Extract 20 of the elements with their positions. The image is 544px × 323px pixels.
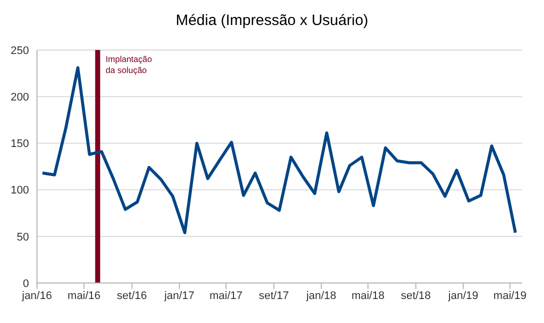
x-tick-label: mai/19 (493, 290, 526, 302)
line-series (40, 66, 517, 234)
x-tick-label: jan/19 (447, 290, 478, 302)
x-tick-label: mai/18 (351, 290, 384, 302)
y-tick-label: 150 (10, 138, 29, 150)
x-tick-label: set/17 (258, 290, 289, 302)
ref-line-label: Implantação da solução (106, 54, 152, 75)
y-tick-label: 200 (10, 92, 29, 104)
x-tick-label: mai/17 (210, 290, 243, 302)
y-tick-label: 50 (16, 231, 29, 244)
x-tick-label: set/16 (116, 290, 147, 302)
y-tick-label: 250 (10, 44, 29, 57)
x-tick-label: set/18 (400, 290, 431, 302)
y-tick-label: 0 (22, 278, 29, 290)
chart-title: Média (Impressão x Usuário) (174, 12, 370, 29)
y-tick-label: 100 (10, 184, 29, 197)
x-tick-label: mai/16 (68, 290, 101, 302)
x-tick-label: jan/18 (305, 290, 336, 302)
x-tick-label: jan/17 (163, 290, 194, 302)
x-tick-label: jan/16 (21, 290, 52, 302)
